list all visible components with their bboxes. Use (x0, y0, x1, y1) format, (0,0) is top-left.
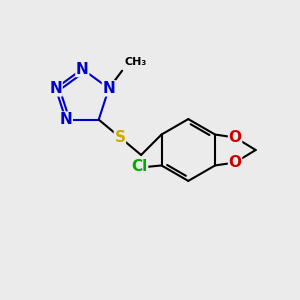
Text: O: O (229, 130, 242, 145)
Text: N: N (49, 81, 62, 96)
Text: S: S (114, 130, 125, 145)
Text: N: N (76, 61, 89, 76)
Text: N: N (103, 81, 115, 96)
Text: O: O (229, 155, 242, 170)
Text: N: N (59, 112, 72, 127)
Text: Cl: Cl (131, 159, 148, 174)
Text: CH₃: CH₃ (124, 57, 147, 67)
